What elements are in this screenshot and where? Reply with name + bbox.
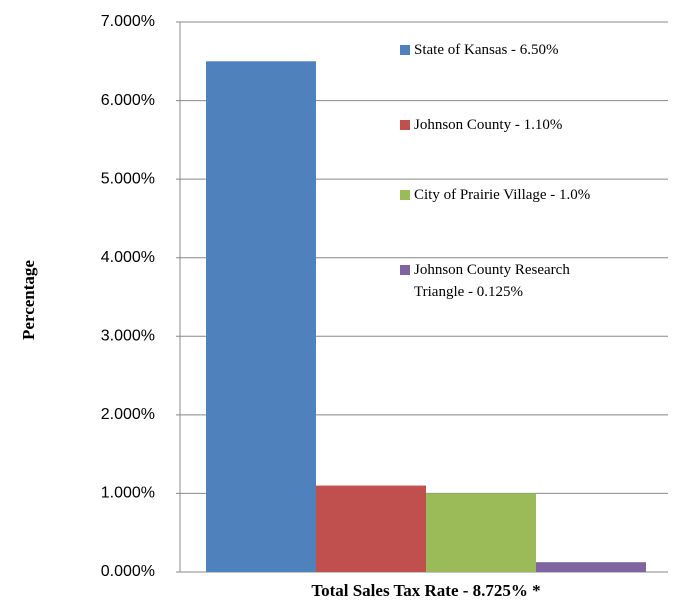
legend-label: State of Kansas - 6.50% xyxy=(414,42,559,58)
legend-entry: Johnson County Research Triangle - 0.125… xyxy=(414,262,570,300)
legend-entry: City of Prairie Village - 1.0% xyxy=(414,187,591,203)
y-tick-label: 4.000% xyxy=(101,249,155,266)
legend-label: City of Prairie Village - 1.0% xyxy=(414,187,591,203)
y-tick-label: 7.000% xyxy=(101,13,155,30)
y-tick-label: 3.000% xyxy=(101,328,155,345)
y-tick-label: 1.000% xyxy=(101,485,155,502)
y-tick-label: 2.000% xyxy=(101,406,155,423)
legend-swatch xyxy=(400,45,410,55)
legend-swatch xyxy=(400,120,410,130)
legend-swatch xyxy=(400,190,410,200)
legend-label: Johnson County - 1.10% xyxy=(414,117,563,133)
y-tick-label: 6.000% xyxy=(101,92,155,109)
bar xyxy=(426,493,536,572)
legend-label: Johnson County Research Triangle - 0.125… xyxy=(414,262,570,300)
legend-swatch xyxy=(400,265,410,275)
y-tick-label: 5.000% xyxy=(101,170,155,187)
x-tick-label: Total Sales Tax Rate - 8.725% * xyxy=(311,581,540,600)
y-tick-label: 0.000% xyxy=(101,563,155,580)
legend-entry: State of Kansas - 6.50% xyxy=(414,42,559,58)
bar xyxy=(206,61,316,573)
bar xyxy=(536,562,646,572)
legend-entry: Johnson County - 1.10% xyxy=(414,117,563,133)
y-axis-title: Percentage xyxy=(19,260,38,340)
bar xyxy=(316,485,426,572)
